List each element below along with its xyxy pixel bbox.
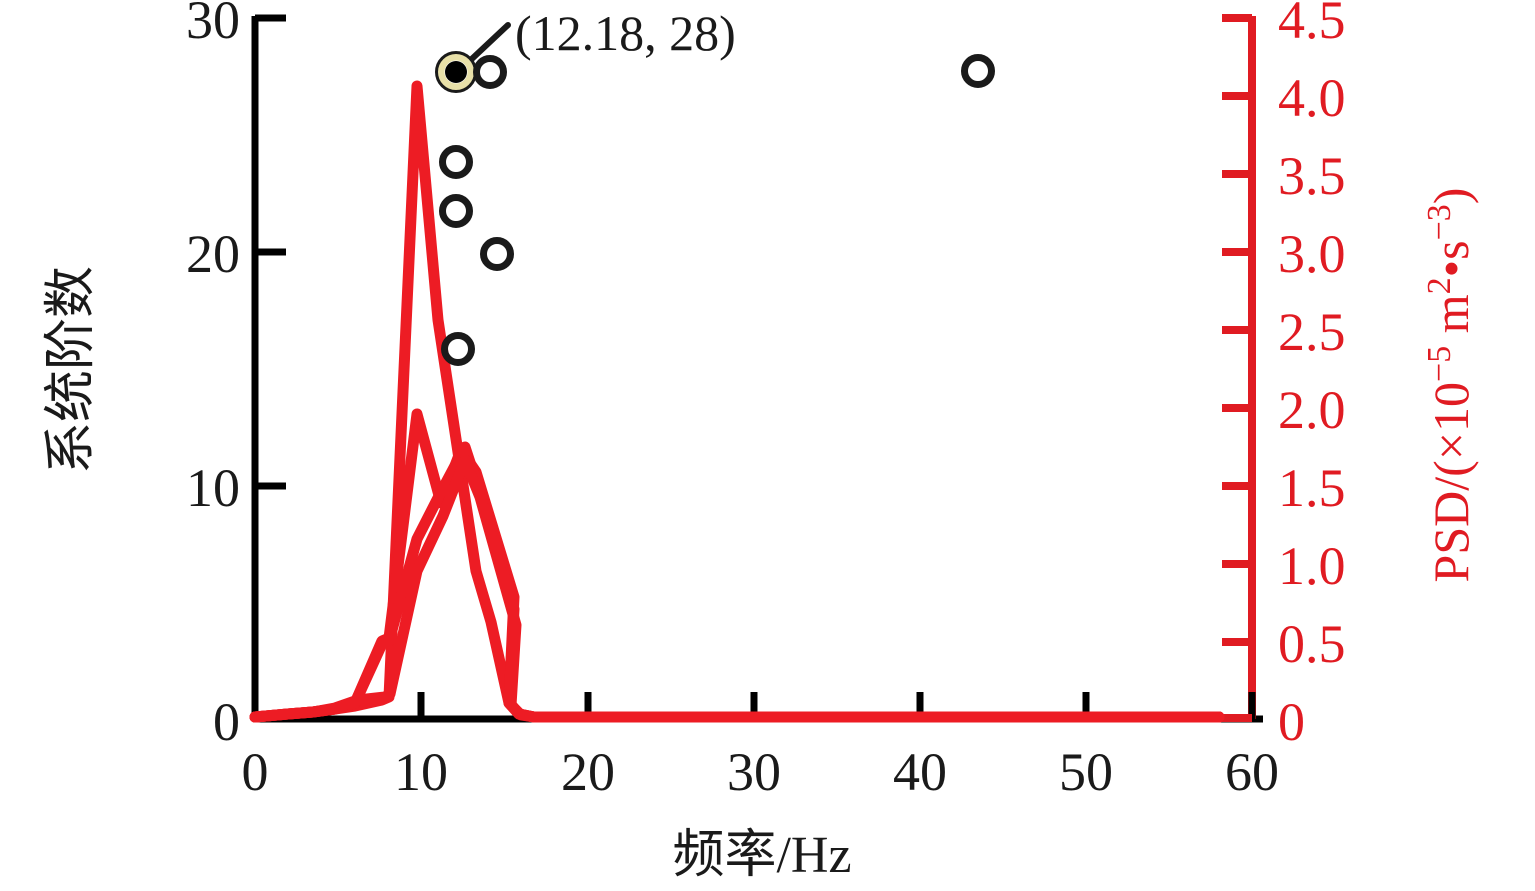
right-tick-label-1p5: 1.5 [1278, 458, 1346, 518]
scatter-points-group [435, 51, 995, 366]
x-tick-label-50: 50 [1059, 742, 1113, 802]
y2-title-exp-minus3: −3 [1421, 204, 1458, 240]
y2-title-part-m: m [1423, 294, 1479, 346]
scatter-point[interactable] [480, 237, 514, 271]
scatter-point[interactable] [439, 145, 473, 179]
x-tick-label-60: 60 [1225, 742, 1279, 802]
scatter-point[interactable] [439, 194, 473, 228]
left-tick-label-20: 20 [186, 224, 240, 284]
y2-title-close-paren: ) [1423, 188, 1479, 205]
y2-title-part-dot-s: •s [1423, 240, 1479, 277]
x-axis-tick-labels: 0 10 20 30 40 50 60 [242, 742, 1280, 802]
scatter-point[interactable] [441, 332, 475, 366]
x-tick-label-20: 20 [561, 742, 615, 802]
annotation-label: (12.18, 28) [515, 5, 736, 61]
x-axis-title: 频率/Hz [672, 827, 851, 884]
left-tick-label-10: 10 [186, 458, 240, 518]
right-tick-label-0: 0 [1278, 692, 1305, 752]
y-axis-title-right-group: PSD/(×10−5 m2•s−3) [1421, 188, 1479, 583]
psd-trace-4 [249, 454, 1225, 723]
y2-title-part-psd: PSD/(×10 [1423, 382, 1479, 582]
right-tick-label-4p0: 4.0 [1278, 68, 1346, 128]
x-tick-label-10: 10 [394, 742, 448, 802]
x-tick-label-0: 0 [242, 742, 269, 802]
left-axis-tick-labels: 30 20 10 0 [186, 0, 240, 752]
y2-title-exp-minus5: −5 [1421, 346, 1458, 382]
right-tick-label-1p0: 1.0 [1278, 536, 1346, 596]
right-tick-label-3p5: 3.5 [1278, 146, 1346, 206]
right-axis-ticks [1222, 14, 1252, 722]
psd-curves-group [249, 80, 1225, 723]
right-tick-label-3p0: 3.0 [1278, 224, 1346, 284]
right-axis-tick-labels: 4.5 4.0 3.5 3.0 2.5 2.0 1.5 1.0 0.5 0 [1278, 0, 1346, 752]
x-tick-label-30: 30 [727, 742, 781, 802]
x-tick-label-40: 40 [893, 742, 947, 802]
left-tick-label-30: 30 [186, 0, 240, 50]
scatter-point-highlighted-core[interactable] [445, 61, 467, 83]
scatter-point[interactable] [473, 55, 507, 89]
left-axis-ticks [255, 14, 286, 490]
right-tick-label-2p5: 2.5 [1278, 302, 1346, 362]
right-tick-label-2p0: 2.0 [1278, 380, 1346, 440]
right-tick-label-4p5: 4.5 [1278, 0, 1346, 50]
scatter-point[interactable] [961, 54, 995, 88]
y-axis-title-left: 系统阶数 [43, 266, 100, 474]
y2-title-exp-2: 2 [1421, 277, 1458, 294]
left-tick-label-0: 0 [213, 692, 240, 752]
right-tick-label-0p5: 0.5 [1278, 614, 1346, 674]
y-axis-title-right: PSD/(×10−5 m2•s−3) [1421, 188, 1479, 583]
